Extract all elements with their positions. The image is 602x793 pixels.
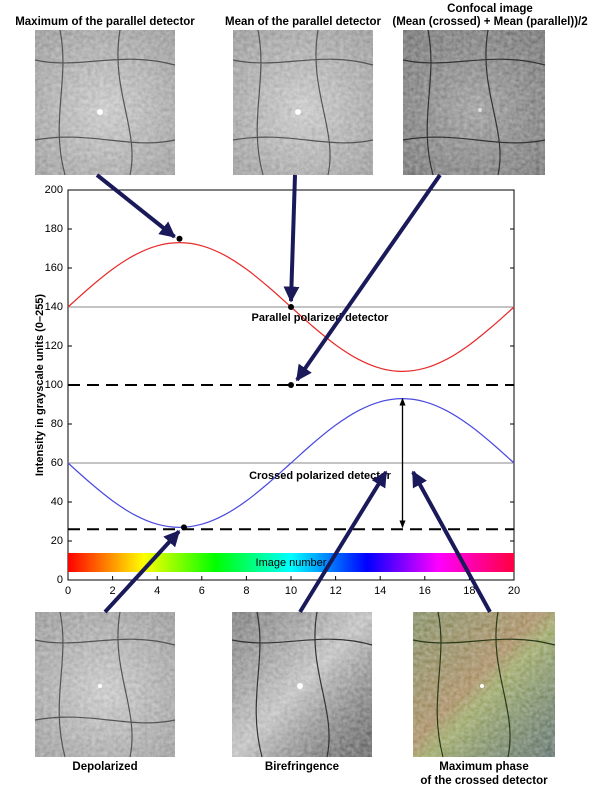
image-caption: Mean of the parallel detector [225,16,381,28]
x-tick-label: 18 [463,585,475,597]
y-tick-label: 160 [45,262,63,274]
image-bottom-3 [412,611,556,758]
y-tick-label: 20 [51,535,63,547]
image-caption: Maximum of the parallel detector [15,16,195,28]
pointer-arrow [95,173,176,239]
x-tick-label: 16 [419,585,431,597]
image-caption: (Mean (crossed) + Mean (parallel))/2 [392,16,587,28]
image-top-1 [34,29,176,176]
x-tick-label: 4 [154,585,160,597]
y-tick-label: 60 [51,457,63,469]
series-label: Parallel polarized detector [252,312,390,324]
x-tick-label: 14 [374,585,386,597]
captions: Maximum of the parallel detector Mean of … [15,3,587,787]
image-caption: of the crossed detector [420,775,548,787]
data-point [176,235,183,242]
image-caption: Depolarized [72,761,137,773]
x-tick-label: 8 [243,585,249,597]
y-tick-label: 120 [45,340,63,352]
pointer-arrow [411,470,492,613]
x-tick-label: 10 [285,585,297,597]
series-label: Crossed polarized detector [249,470,392,482]
pointer-arrow [298,470,388,614]
data-point [288,382,294,388]
y-tick-label: 140 [45,301,63,313]
color-bar-label: Image number [256,557,327,569]
x-tick-label: 6 [199,585,205,597]
y-tick-label: 100 [45,379,63,391]
image-top-3 [402,29,546,176]
pointer-arrow [103,529,181,614]
y-tick-label: 80 [51,418,63,430]
y-tick-label: 180 [45,223,63,235]
x-tick-label: 12 [329,585,341,597]
image-bottom-2 [231,611,373,758]
pointer-arrow [283,174,300,303]
y-tick-label: 200 [45,184,63,196]
y-tick-label: 40 [51,496,63,508]
data-point [288,304,294,310]
pointer-arrow [295,173,442,382]
image-caption: Maximum phase [439,761,528,773]
image-caption: Confocal image [447,3,533,15]
image-bottom-1 [34,611,176,758]
image-top-2 [232,29,374,176]
x-tick-label: 20 [508,585,520,597]
color-bar [68,553,514,572]
y-tick-label: 0 [57,574,63,586]
x-tick-label: 0 [65,585,71,597]
image-caption: Birefringence [265,761,339,773]
series-line [67,398,515,528]
x-tick-label: 2 [110,585,116,597]
data-point [180,524,187,531]
y-axis-label: Intensity in grayscale units (0–255) [34,294,46,477]
